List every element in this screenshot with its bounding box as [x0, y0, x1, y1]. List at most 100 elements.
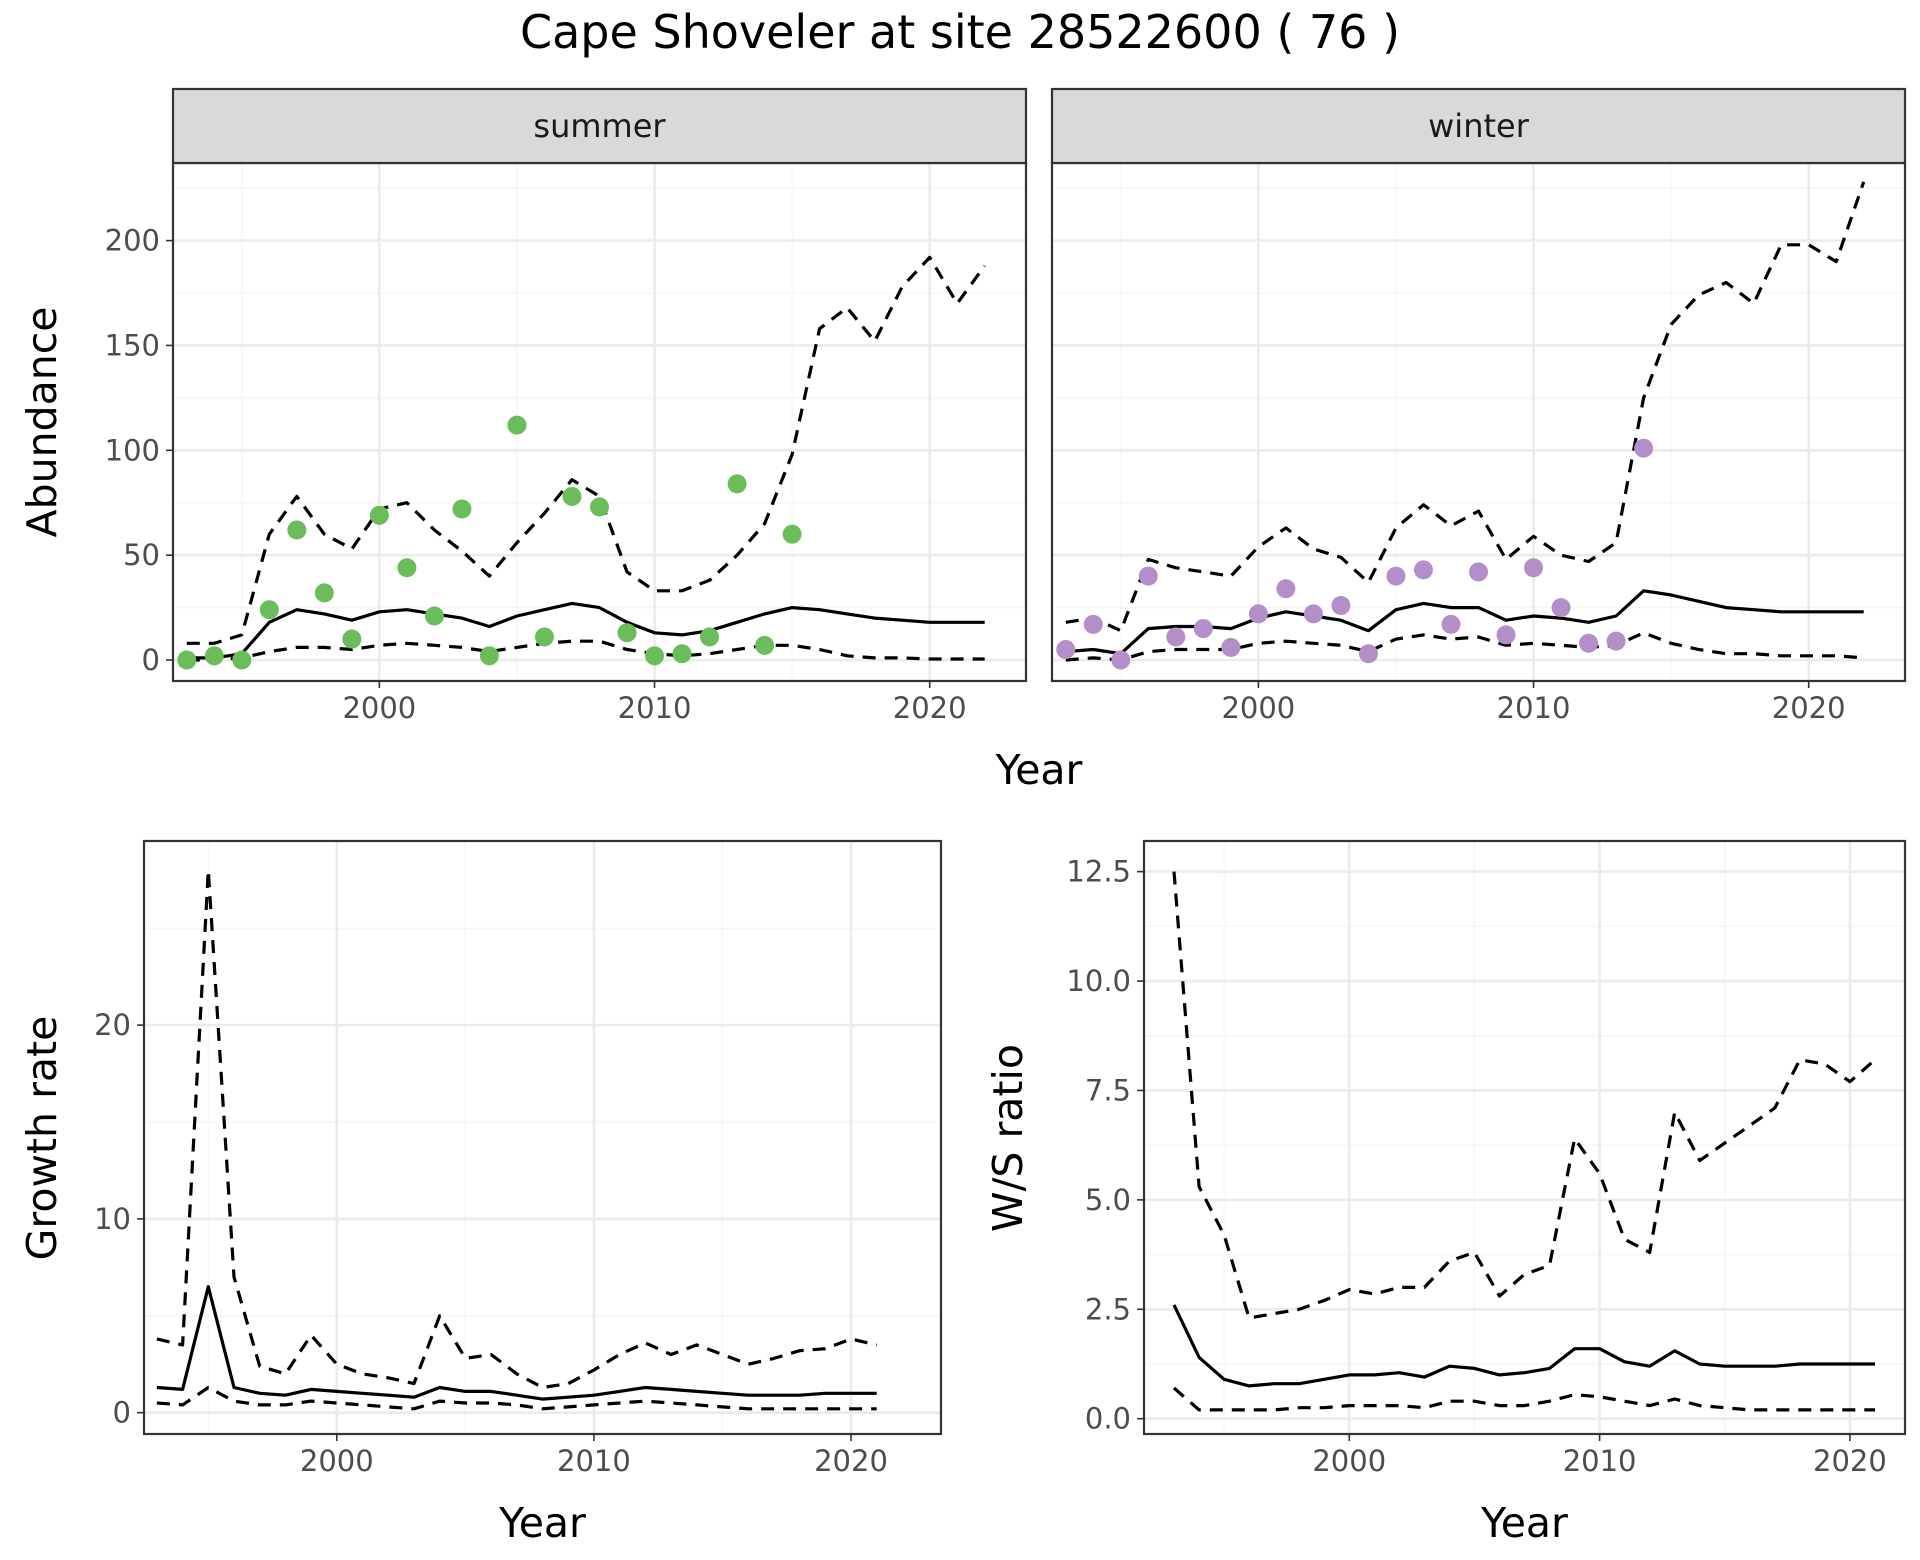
abundance-summer-point [700, 627, 720, 647]
abundance-winter-ci-line [1065, 631, 1864, 662]
abundance-winter-point [1193, 619, 1213, 639]
ws-ratio-y-tick-label: 7.5 [1085, 1073, 1131, 1107]
abundance-winter-point [1248, 604, 1268, 624]
abundance-summer-strip [171, 87, 1028, 165]
growth-y-tick-label: 20 [94, 1008, 131, 1042]
abundance-summer-point [672, 644, 692, 664]
abundance-summer-point [287, 520, 307, 540]
abundance-winter-strip-label: winter [1428, 107, 1530, 145]
growth-x-axis-title: Year [498, 1499, 586, 1547]
growth-x-tick-label: 2000 [300, 1444, 374, 1478]
abundance-summer-y-tick-label: 200 [105, 224, 160, 258]
growth-rate-chart: 2000 2010 2020 0 10 20 Year Growth rate [18, 839, 943, 1547]
abundance-summer-point [727, 474, 747, 494]
ws-ratio-y-tick-label: 5.0 [1085, 1183, 1131, 1217]
abundance-winter-strip [1050, 87, 1907, 165]
abundance-winter-point [1111, 650, 1131, 670]
growth-x-tick-label: 2020 [814, 1444, 888, 1478]
abundance-winter-point [1441, 614, 1461, 634]
abundance-winter-point [1413, 560, 1433, 580]
abundance-winter-point [1138, 566, 1158, 586]
ws-ratio-chart: 2000 2010 2020 0.0 2.5 5.0 7.5 10.0 12.5 Year W/S … [984, 839, 1907, 1547]
abundance-summer-point [232, 650, 252, 670]
abundance-summer-point [645, 646, 665, 666]
ws-ratio-y-axis-title: W/S ratio [984, 1044, 1032, 1232]
abundance-summer-x-tick-label: 2010 [618, 691, 692, 725]
abundance-summer-x-tick-label: 2020 [893, 691, 967, 725]
ws-ratio-y-tick-label: 10.0 [1066, 964, 1131, 998]
abundance-winter-point [1221, 637, 1241, 657]
abundance-winter-point [1634, 438, 1654, 458]
ws-ratio-ci-line [1172, 871, 1877, 1320]
ws-ratio-median-line [1172, 1304, 1875, 1388]
abundance-winter-point [1524, 558, 1544, 578]
growth-y-axis-title: Growth rate [18, 1016, 66, 1261]
abundance-winter-x-tick-label: 2000 [1221, 691, 1295, 725]
abundance-summer-y-tick-label: 50 [123, 538, 160, 572]
abundance-winter-ci-line [1065, 181, 1866, 633]
abundance-summer-point [424, 606, 444, 626]
growth-panel-background [144, 841, 941, 1434]
abundance-chart: summer 2000 2010 2020 0 50 100 150 200 winter 2000… [18, 87, 1907, 794]
ws-ratio-y-tick-label: 2.5 [1085, 1292, 1131, 1326]
abundance-summer-y-tick-label: 100 [105, 433, 160, 467]
abundance-summer-ci-line [186, 639, 985, 662]
abundance-summer-point [782, 524, 802, 544]
abundance-winter-point [1606, 631, 1626, 651]
abundance-summer-strip-label: summer [533, 107, 666, 145]
abundance-x-axis-title: Year [995, 746, 1083, 794]
ws-ratio-panel-border [1142, 839, 1907, 1436]
abundance-winter-point [1358, 644, 1378, 664]
abundance-winter-point [1469, 562, 1488, 582]
ws-ratio-ci-line [1172, 1386, 1875, 1412]
growth-ci-line [156, 868, 878, 1390]
ws-ratio-panel-background [1144, 841, 1905, 1434]
growth-panel-border [142, 839, 943, 1436]
abundance-summer-point [755, 635, 775, 655]
abundance-summer-point [479, 646, 499, 666]
abundance-summer-point [590, 497, 609, 517]
abundance-winter-panel: winter 2000 2010 2020 [1050, 87, 1907, 725]
abundance-summer-point [452, 499, 472, 519]
abundance-summer-y-tick-label: 0 [142, 643, 160, 677]
abundance-summer-x-tick-label: 2000 [342, 691, 416, 725]
ws-ratio-x-axis-title: Year [1480, 1499, 1568, 1547]
abundance-winter-point [1579, 633, 1599, 653]
abundance-summer-point [507, 415, 527, 435]
abundance-winter-point [1166, 627, 1186, 647]
ws-ratio-x-tick-label: 2000 [1312, 1444, 1386, 1478]
abundance-summer-point [204, 646, 224, 666]
abundance-winter-point [1551, 598, 1571, 618]
abundance-winter-panel-background [1052, 163, 1905, 681]
growth-median-line [156, 1285, 877, 1401]
abundance-winter-point [1331, 596, 1351, 616]
growth-y-tick-label: 0 [113, 1396, 131, 1430]
abundance-summer-point [562, 486, 582, 506]
abundance-summer-point [177, 650, 197, 670]
abundance-winter-point [1496, 625, 1516, 645]
abundance-winter-point [1276, 579, 1296, 599]
abundance-winter-point [1083, 614, 1103, 634]
abundance-y-axis-title: Abundance [18, 307, 66, 538]
ws-ratio-y-tick-label: 0.0 [1085, 1402, 1131, 1436]
growth-x-tick-label: 2010 [557, 1444, 631, 1478]
abundance-winter-x-tick-label: 2010 [1497, 691, 1571, 725]
abundance-summer-y-tick-label: 150 [105, 328, 160, 362]
growth-y-tick-label: 10 [94, 1202, 131, 1236]
abundance-winter-point [1303, 604, 1323, 624]
chart-title: Cape Shoveler at site 28522600 ( 76 ) [520, 5, 1400, 59]
abundance-summer-point [342, 629, 362, 649]
abundance-summer-point [369, 505, 389, 525]
abundance-summer-point [534, 627, 554, 647]
ws-ratio-x-tick-label: 2020 [1813, 1444, 1887, 1478]
abundance-winter-point [1386, 566, 1406, 586]
ws-ratio-y-tick-label: 12.5 [1066, 855, 1131, 889]
abundance-winter-point [1056, 640, 1076, 660]
ws-ratio-x-tick-label: 2010 [1563, 1444, 1637, 1478]
abundance-winter-x-tick-label: 2020 [1772, 691, 1846, 725]
abundance-summer-ci-line [186, 255, 986, 645]
abundance-summer-point [314, 583, 334, 603]
abundance-summer-point [397, 558, 417, 578]
abundance-summer-median-line [186, 601, 985, 660]
